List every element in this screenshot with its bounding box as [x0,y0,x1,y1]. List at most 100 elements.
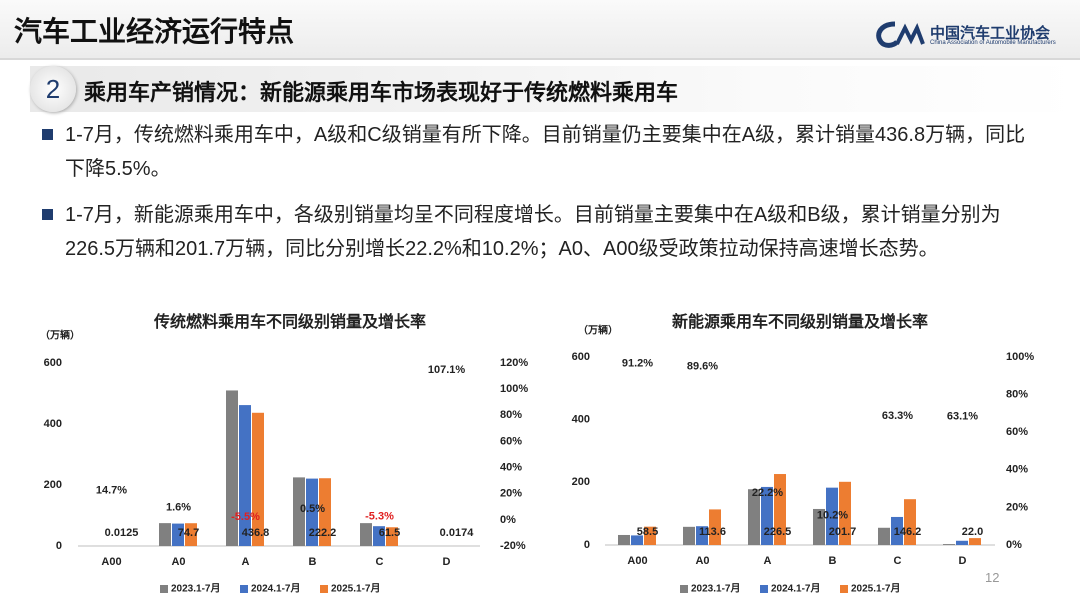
data-label: 222.2 [309,527,337,539]
data-label: 61.5 [379,527,400,539]
bar [306,478,318,546]
bar [386,527,398,546]
data-label: 226.5 [764,526,792,538]
y2-tick-label: 20% [500,488,522,500]
data-label: 436.8 [242,527,270,539]
x-tick-label: D [443,556,451,568]
x-tick-label: A0 [695,555,709,567]
header-title: 汽车工业经济运行特点 [14,16,295,47]
x-tick-label: A [242,556,250,568]
legend-label: 2023.1-7月 [171,583,220,595]
data-label: 0.0174 [440,527,475,539]
legend-label: 2025.1-7月 [331,583,380,595]
org-name: 中国汽车工业协会 [930,25,1051,42]
data-label: 201.7 [829,526,857,538]
bar [696,526,708,545]
y-axis-label: （万辆） [578,324,618,337]
legend-label: 2024.1-7月 [771,583,820,595]
legend-label: 2023.1-7月 [691,583,740,595]
bar [226,390,238,546]
bar [943,544,955,545]
bar [239,405,251,546]
bullet-text: 1-7月，传统燃料乘用车中，A级和C级销量有所下降。目前销量仍主要集中在A级，累… [65,124,1026,180]
bar [373,526,385,546]
bar [839,481,851,545]
y-tick-label: 600 [572,351,590,363]
bar [709,509,721,545]
x-tick-label: C [894,555,902,567]
bar [631,535,643,545]
y-tick-label: 400 [44,418,62,430]
bar [748,489,760,545]
legend-swatch [680,585,688,593]
bar [904,499,916,545]
chart-title: 新能源乘用车不同级别销量及增长率 [672,312,928,331]
y-tick-label: 200 [44,479,62,491]
growth-label: 63.3% [882,410,913,422]
y2-tick-label: 100% [500,383,528,395]
y2-tick-label: -20% [500,540,526,552]
bar [761,486,773,545]
y-tick-label: 400 [572,414,590,426]
legend-swatch [320,585,328,593]
bar [774,474,786,545]
x-tick-label: D [959,555,967,567]
y2-tick-label: 0% [1006,539,1022,551]
data-label: 113.6 [699,526,726,538]
x-tick-label: B [829,555,837,567]
x-tick-label: A00 [101,556,121,568]
y-tick-label: 0 [584,539,590,551]
x-tick-label: C [376,556,384,568]
y-tick-label: 600 [44,357,62,369]
y2-tick-label: 40% [1006,464,1028,476]
bar [293,477,305,546]
bar [319,478,331,546]
x-tick-label: B [309,556,317,568]
logo [876,21,925,48]
growth-label: 14.7% [96,485,127,497]
legend-label: 2024.1-7月 [251,583,300,595]
x-tick-label: A00 [627,555,647,567]
growth-label: 91.2% [622,357,653,369]
page-number: 12 [985,570,1000,585]
bar [172,523,184,546]
section-title: 乘用车产销情况：新能源乘用车市场表现好于传统燃料乘用车 [84,80,679,105]
bar [956,540,968,545]
y-tick-label: 200 [572,476,590,488]
data-label: 0.0125 [105,527,139,539]
bar [185,523,197,546]
x-tick-label: A [764,555,772,567]
bullet-text: 1-7月，新能源乘用车中，各级别销量均呈不同程度增长。目前销量主要集中在A级和B… [65,204,1001,260]
bullet-marker [42,209,53,220]
x-tick-label: A0 [171,556,185,568]
bar [878,527,890,545]
bar [159,523,171,546]
bar [826,487,838,545]
y-tick-label: 0 [56,540,62,552]
y2-tick-label: 100% [1006,351,1034,363]
y2-tick-label: 60% [500,435,522,447]
legend-swatch [160,585,168,593]
y2-tick-label: 40% [500,461,522,473]
growth-label: 0.5% [300,503,325,515]
bar [683,526,695,545]
header: 汽车工业经济运行特点 中国汽车工业协会 China Association of… [0,0,1080,60]
bar [644,526,656,545]
data-label: 74.7 [178,527,199,539]
bar [618,534,630,545]
bar [969,538,981,545]
growth-label: 10.2% [817,510,848,522]
growth-label: 22.2% [752,487,783,499]
legend-swatch [760,585,768,593]
y2-tick-label: 80% [1006,389,1028,401]
growth-label: 107.1% [428,364,466,376]
legend-label: 2025.1-7月 [851,583,900,595]
y2-tick-label: 20% [1006,501,1028,513]
legend-swatch [240,585,248,593]
data-label: 58.5 [637,526,658,538]
growth-label: 89.6% [687,360,718,372]
y2-tick-label: 120% [500,357,528,369]
bar [360,523,372,546]
y2-tick-label: 60% [1006,426,1028,438]
